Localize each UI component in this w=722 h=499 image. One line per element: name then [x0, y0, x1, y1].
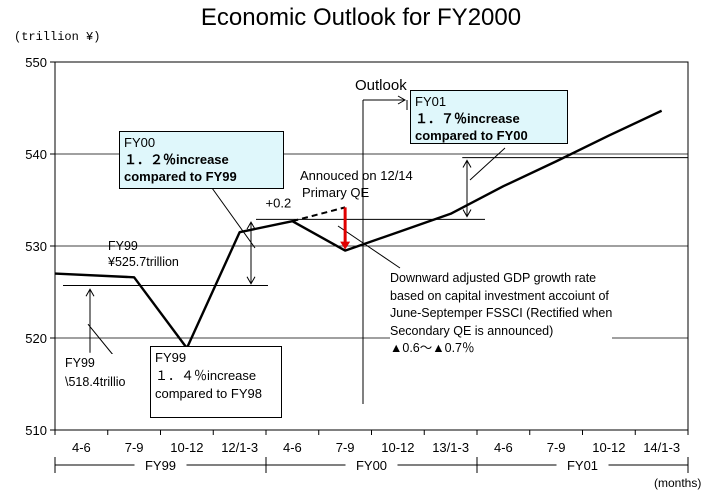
fy00-box-head: FY00 — [124, 135, 156, 150]
qe-dashed-line — [292, 206, 346, 223]
arrowhead — [246, 276, 256, 285]
fy00-box: FY00 １．２％increase compared to FY99 — [119, 131, 284, 189]
leader-fy00 — [211, 187, 256, 249]
x-tick-label: 10-12 — [170, 440, 203, 455]
arrowhead — [397, 95, 407, 105]
fy01-box-head: FY01 — [415, 94, 447, 109]
fy01-box-line1: １．７％increase — [415, 111, 520, 126]
x-tick-label: 4-6 — [283, 440, 302, 455]
qe-red-arrowhead — [340, 241, 351, 250]
fy-label: FY99 — [145, 458, 176, 473]
fy99-box: FY99 １．４％increase compared to FY98 — [150, 346, 282, 418]
leader-downward — [337, 225, 401, 269]
arrowhead — [85, 288, 95, 297]
fy01-box: FY01 １．７％increase compared to FY00 — [410, 90, 568, 144]
fy99-box-line1: １．４％increase — [155, 368, 257, 383]
x-tick-label: 7-9 — [336, 440, 355, 455]
gdp-series-line — [54, 109, 663, 350]
outlook-label: Outlook — [355, 77, 407, 94]
fy99-box-head: FY99 — [155, 350, 187, 365]
x-tick-label: 14/1-3 — [643, 440, 680, 455]
fy99-level-note: FY99 ¥525.7trillion — [108, 238, 179, 270]
x-tick-label: 7-9 — [125, 440, 144, 455]
downward-line-4: Secondary QE is announced) — [390, 323, 554, 338]
leader-fy01 — [469, 147, 506, 181]
downward-line-5: ▲0.6〜▲0.7％ — [390, 341, 475, 355]
primary-qe-line2: Primary QE — [302, 185, 370, 200]
y-tick-label: 550 — [25, 55, 47, 70]
fy00-box-line1: １．２％increase — [124, 152, 229, 167]
fy99-level-line1: FY99 — [108, 239, 138, 253]
fy-label: FY00 — [356, 458, 387, 473]
qe-adjustment-label: +0.2 — [266, 195, 292, 210]
downward-note: Downward adjusted GDP growth rate based … — [390, 270, 613, 358]
y-tick-label: 540 — [25, 147, 47, 162]
x-tick-label: 10-12 — [592, 440, 625, 455]
fy99-level-line2: ¥525.7trillion — [108, 255, 179, 269]
x-tick-label: 12/1-3 — [221, 440, 258, 455]
y-unit-label: (trillion ¥) — [14, 30, 101, 44]
x-unit-label: (months) — [654, 476, 702, 490]
x-tick-label: 10-12 — [381, 440, 414, 455]
downward-line-1: Downward adjusted GDP growth rate — [390, 271, 597, 285]
fy01-box-line2: compared to FY00 — [415, 128, 528, 143]
fy00-box-line2: compared to FY99 — [124, 169, 237, 184]
x-tick-label: 7-9 — [547, 440, 566, 455]
primary-qe-note: Annouced on 12/14 Primary QE — [300, 167, 413, 201]
fy-label: FY01 — [567, 458, 598, 473]
primary-qe-line1: Annouced on 12/14 — [300, 168, 413, 183]
fy99-low-note: FY99 \518.4trillio — [65, 354, 126, 392]
x-tick-label: 13/1-3 — [432, 440, 469, 455]
downward-line-2: based on capital investment accoiunt of — [390, 288, 609, 303]
fy99-low-line2: \518.4trillio — [65, 375, 126, 389]
arrowhead — [246, 221, 256, 230]
arrowhead — [462, 159, 472, 168]
fy99-box-line2: compared to FY98 — [155, 386, 262, 401]
x-tick-label: 4-6 — [494, 440, 513, 455]
arrowhead — [462, 209, 472, 218]
downward-line-3: June-Septemper FSSCI (Rectified when — [390, 306, 613, 320]
fy99-low-line1: FY99 — [65, 356, 95, 370]
y-tick-label: 510 — [25, 423, 47, 438]
y-tick-label: 530 — [25, 239, 47, 254]
y-tick-label: 520 — [25, 331, 47, 346]
chart-title: Economic Outlook for FY2000 — [200, 4, 522, 31]
x-tick-label: 4-6 — [72, 440, 91, 455]
